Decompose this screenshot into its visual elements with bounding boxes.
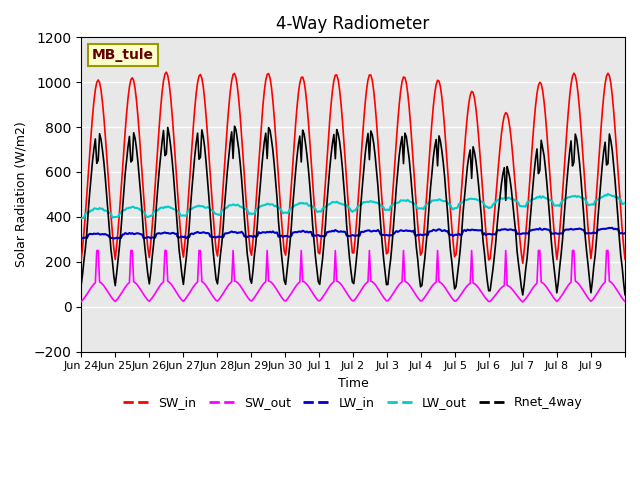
Legend: SW_in, SW_out, LW_in, LW_out, Rnet_4way: SW_in, SW_out, LW_in, LW_out, Rnet_4way [118,391,588,414]
X-axis label: Time: Time [338,377,369,390]
Title: 4-Way Radiometer: 4-Way Radiometer [276,15,429,33]
Text: MB_tule: MB_tule [92,48,154,62]
Y-axis label: Solar Radiation (W/m2): Solar Radiation (W/m2) [15,121,28,267]
